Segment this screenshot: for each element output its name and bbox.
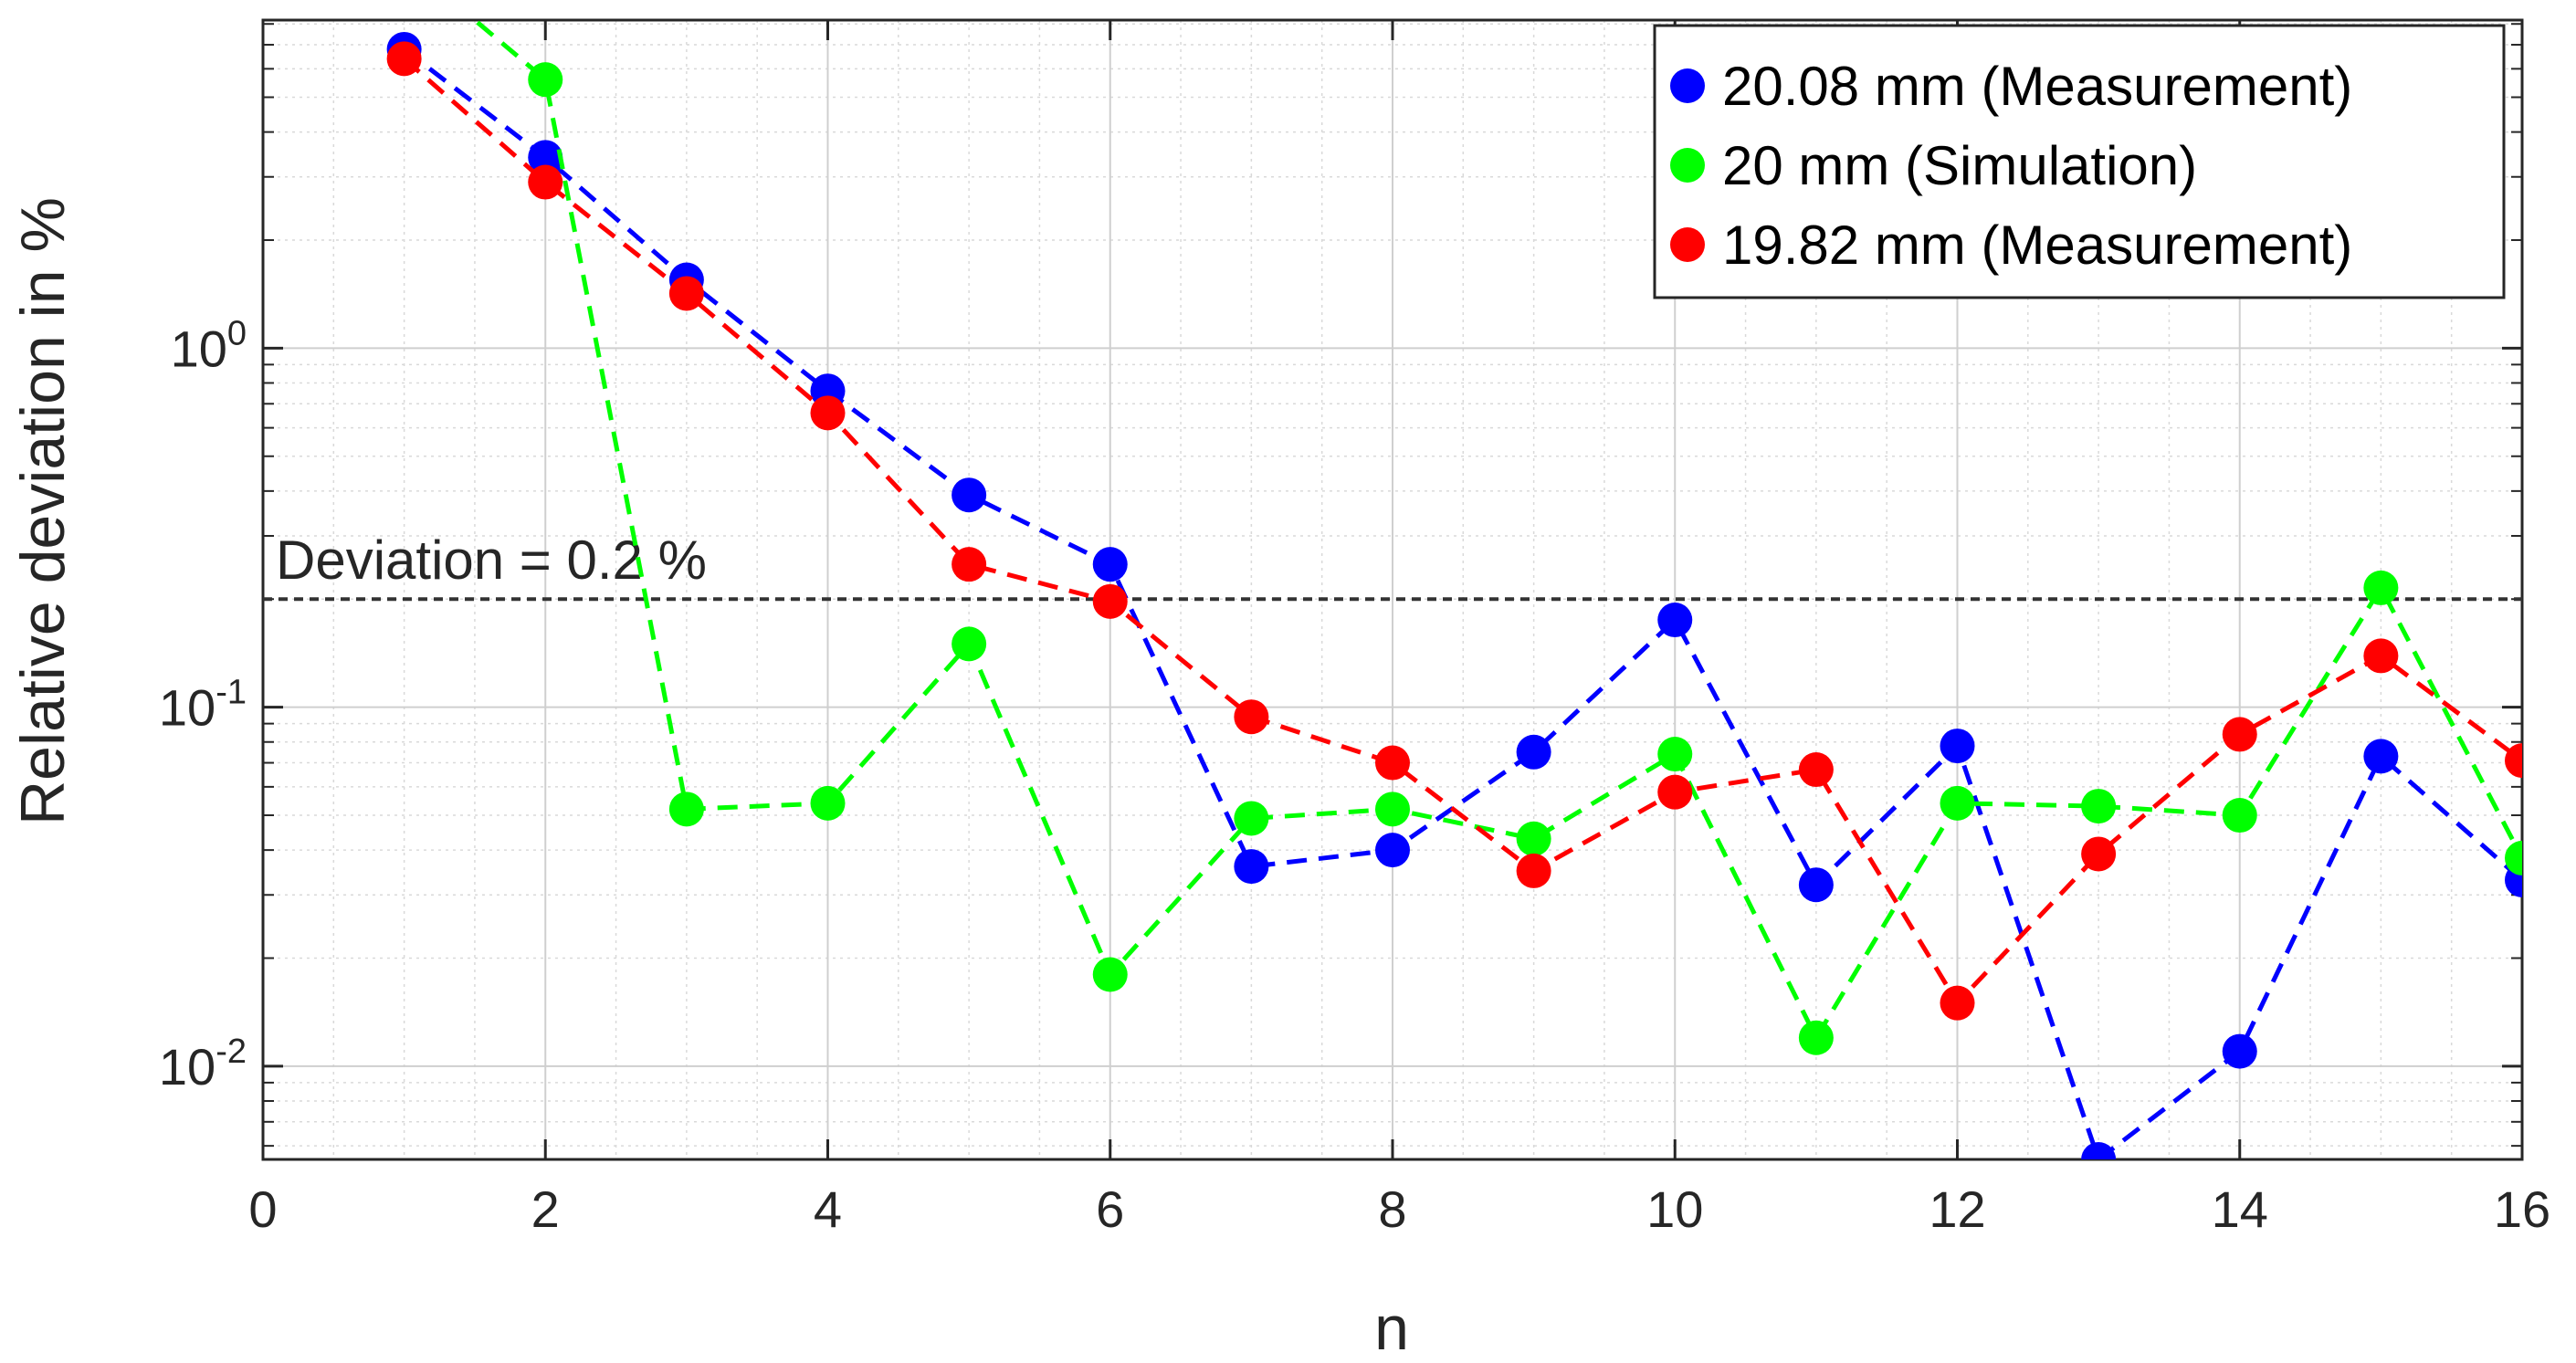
data-point [1516, 734, 1551, 770]
data-point [1375, 833, 1410, 868]
data-point [1234, 849, 1269, 885]
data-point [1234, 699, 1269, 735]
data-point [2222, 717, 2257, 752]
series-2 [470, 20, 2522, 1055]
x-tick-label: 6 [1096, 1180, 1124, 1238]
legend-box [1653, 24, 2506, 299]
data-point [1657, 737, 1693, 772]
data-point [668, 276, 704, 311]
data-point [1092, 547, 1128, 582]
data-point [2363, 570, 2399, 605]
x-tick-label: 14 [2212, 1180, 2268, 1238]
data-point [1375, 792, 1410, 827]
data-point [810, 785, 846, 821]
data-series [386, 20, 2522, 1159]
data-point [386, 41, 422, 77]
data-point [2505, 840, 2522, 875]
data-point [1092, 957, 1128, 992]
x-tick-label: 0 [248, 1180, 277, 1238]
x-tick-labels: 0 2 4 6 8 10 12 14 16 [248, 1180, 2550, 1238]
legend-label-simulation-20: 20 mm (Simulation) [1722, 135, 2197, 196]
data-point [2222, 798, 2257, 834]
legend: 20.08 mm (Measurement) 20 mm (Simulation… [1653, 24, 2506, 299]
data-point [2081, 836, 2117, 872]
data-point [1940, 985, 1975, 1021]
data-point [1940, 785, 1975, 821]
x-tick-label: 4 [814, 1180, 842, 1238]
x-tick-label: 8 [1378, 1180, 1406, 1238]
data-point [528, 140, 563, 175]
data-point [952, 547, 987, 582]
series-line [403, 47, 2522, 1159]
data-point [1657, 603, 1693, 638]
data-point [1516, 853, 1551, 888]
minor-gridlines [263, 20, 2522, 1159]
legend-marker-measurement-2008 [1670, 68, 1705, 103]
data-point [2505, 743, 2522, 779]
y-tick-label: 10-1 [159, 674, 247, 737]
data-point [2363, 739, 2399, 774]
x-tick-label: 12 [1929, 1180, 1985, 1238]
data-point [2081, 1142, 2117, 1159]
data-point [810, 395, 846, 431]
data-point [1234, 801, 1269, 836]
series-line [470, 20, 2522, 1043]
data-point [952, 477, 987, 513]
legend-marker-measurement-1982 [1670, 227, 1705, 262]
x-axis-title: n [1374, 1294, 1409, 1363]
y-tick-labels: 100 10-1 10-2 [159, 314, 247, 1096]
reference-line-label: Deviation = 0.2 % [276, 529, 707, 591]
data-point [1375, 745, 1410, 781]
data-point [1940, 729, 1975, 764]
legend-label-measurement-1982: 19.82 mm (Measurement) [1722, 215, 2352, 276]
y-tick-label: 10-2 [159, 1033, 247, 1096]
data-point [2081, 789, 2117, 824]
data-point [1798, 1020, 1834, 1055]
legend-label-measurement-2008: 20.08 mm (Measurement) [1722, 56, 2352, 117]
data-point [2222, 1033, 2257, 1069]
data-point [528, 62, 563, 98]
data-point [1092, 583, 1128, 619]
data-point [1516, 821, 1551, 856]
data-point [1798, 867, 1834, 903]
x-tick-label: 10 [1646, 1180, 1703, 1238]
data-point [528, 164, 563, 200]
data-point [1798, 752, 1834, 788]
series-line [402, 57, 2522, 1007]
legend-marker-simulation-20 [1670, 148, 1705, 183]
data-point [1657, 774, 1693, 810]
series-3 [386, 41, 2522, 1021]
data-point [952, 626, 987, 662]
x-tick-label: 16 [2494, 1180, 2550, 1238]
y-axis-title: Relative deviation in % [8, 197, 78, 825]
data-point [2363, 638, 2399, 674]
y-tick-label: 100 [171, 314, 247, 377]
x-tick-label: 2 [531, 1180, 560, 1238]
data-point [668, 792, 704, 827]
